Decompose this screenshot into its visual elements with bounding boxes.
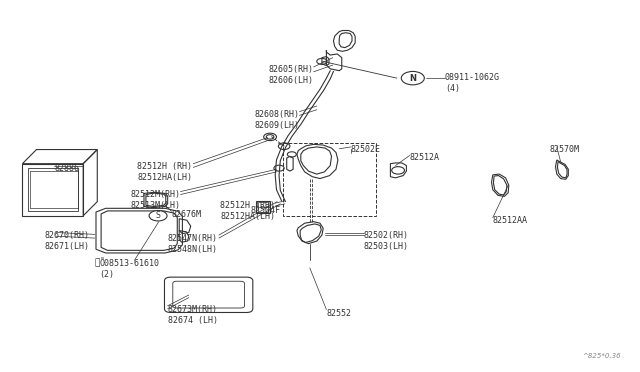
Text: ^825*0.36: ^825*0.36: [582, 353, 621, 359]
Text: 82547N(RH)
82548N(LH): 82547N(RH) 82548N(LH): [168, 234, 218, 254]
Bar: [258, 202, 268, 212]
Text: 82676M: 82676M: [172, 210, 202, 219]
Text: Õ08513-61610
(2): Õ08513-61610 (2): [99, 259, 159, 279]
Text: 82673M(RH)
82674 (LH): 82673M(RH) 82674 (LH): [168, 305, 218, 325]
Text: N: N: [410, 74, 416, 83]
Text: 82502(RH)
82503(LH): 82502(RH) 82503(LH): [364, 231, 408, 251]
Text: 82504F: 82504F: [251, 206, 281, 215]
Text: S: S: [156, 211, 161, 220]
Text: 82502E: 82502E: [351, 145, 381, 154]
Text: Ⓢ: Ⓢ: [95, 259, 100, 267]
Circle shape: [149, 211, 167, 221]
Bar: [22, 164, 83, 216]
Text: 82512H (RH)
82512HA(LH): 82512H (RH) 82512HA(LH): [137, 162, 192, 182]
Text: 82512M(RH)
82513M(LH): 82512M(RH) 82513M(LH): [131, 190, 180, 210]
Bar: [283, 143, 376, 216]
Bar: [28, 168, 78, 211]
Text: 08911-1062G
(4): 08911-1062G (4): [445, 73, 500, 93]
Text: 82608(RH)
82609(LH): 82608(RH) 82609(LH): [255, 110, 300, 130]
Text: 82512H (RH)
82512HA(LH): 82512H (RH) 82512HA(LH): [220, 201, 275, 221]
Text: 82605(RH)
82606(LH): 82605(RH) 82606(LH): [269, 65, 314, 85]
Text: 82512AA: 82512AA: [493, 216, 528, 225]
Text: 82512A: 82512A: [410, 153, 440, 161]
Bar: [256, 201, 270, 213]
Text: 82570M: 82570M: [549, 145, 579, 154]
Text: 82670(RH)
82671(LH): 82670(RH) 82671(LH): [45, 231, 90, 251]
Text: 82886: 82886: [54, 164, 79, 173]
Circle shape: [401, 71, 424, 85]
Text: 82552: 82552: [326, 309, 351, 318]
